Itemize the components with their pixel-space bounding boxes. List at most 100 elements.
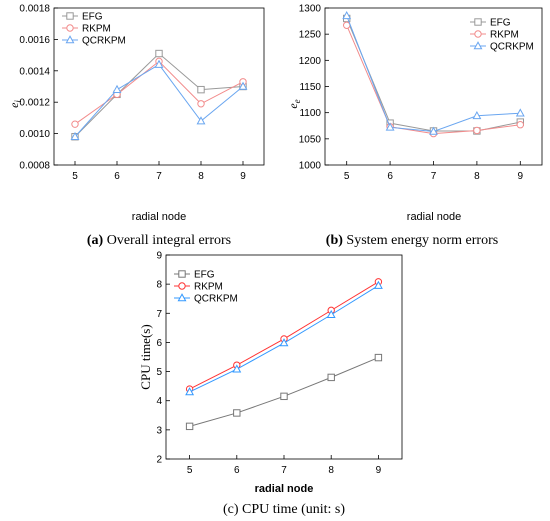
panel-a-series-rkpm-point-0 <box>71 120 79 128</box>
panel-c-x-ticks: 5 6 7 8 9 <box>187 455 382 476</box>
panel-b-y-ticks: 1000 1050 1100 1150 1200 1250 1300 <box>299 4 329 172</box>
panel-c-y-tick-label-1: 3 <box>156 425 162 436</box>
panel-b-y-tick-label-3: 1150 <box>299 82 321 93</box>
panel-b: 1000 1050 1100 1150 1200 1250 1300 5 6 7 8 9 ee ra… <box>286 4 543 248</box>
panel-b-y-tick-label-1: 1050 <box>299 134 322 145</box>
panel-c-series-qcrkpm-point-1 <box>232 364 242 373</box>
panel-a-series-qcrkpm-point-3 <box>196 116 206 125</box>
panel-b-series-qcrkpm-point-1 <box>385 122 395 131</box>
panel-c-legend-efg-label: EFG <box>194 270 215 281</box>
panel-a: 0.0008 0.0010 0.0012 0.0014 0.0016 0.0018 5 6 7… <box>7 4 265 248</box>
panel-a-series-qcrkpm-point-1 <box>112 84 122 93</box>
panel-a-series-qcrkpm-point-2 <box>154 59 164 68</box>
panel-a-legend-qcrkpm-marker <box>65 35 75 44</box>
panel-c-x-tick-label-1: 6 <box>234 465 240 476</box>
panel-b-series-qcrkpm-point-3 <box>472 110 482 120</box>
panel-c-x-axis-label: radial node <box>255 483 314 495</box>
panel-a-y-tick-label-4: 0.0016 <box>19 35 50 46</box>
panel-a-caption: (a) Overall integral errors <box>87 233 231 248</box>
panel-b-x-tick-label-4: 9 <box>518 171 524 182</box>
panel-a-series-qcrkpm-line <box>74 63 244 138</box>
panel-a-legend-rkpm-label: RKPM <box>82 24 111 35</box>
panel-b-y-tick-label-2: 1100 <box>299 108 321 119</box>
panel-c-legend-qcrkpm-marker <box>177 293 187 302</box>
panel-b-y-label-sub: e <box>292 99 302 103</box>
panel-a-y-ticks: 0.0008 0.0010 0.0012 0.0014 0.0016 0.0018 <box>19 4 58 172</box>
panel-c-y-tick-label-7: 9 <box>156 251 162 262</box>
panel-b-y-tick-label-5: 1250 <box>299 30 322 41</box>
panel-a-caption-letter: (a) <box>87 233 104 248</box>
panel-b-x-tick-label-0: 5 <box>344 171 350 182</box>
panel-b-x-ticks: 5 6 7 8 9 <box>344 161 524 182</box>
panel-a-x-tick-label-3: 8 <box>198 171 204 182</box>
panel-b-x-tick-label-1: 6 <box>387 171 393 182</box>
panel-a-y-tick-label-0: 0.0008 <box>19 161 50 172</box>
panel-b-y-tick-label-4: 1200 <box>299 56 322 67</box>
panel-b-legend-qcrkpm-label: QCRKPM <box>490 42 534 53</box>
panel-b-series-rkpm-point-4 <box>516 121 524 129</box>
panel-b-series-qcrkpm-point-2 <box>429 126 438 135</box>
panel-a-legend-qcrkpm-label: QCRKPM <box>82 36 126 47</box>
panel-a-y-tick-label-2: 0.0012 <box>19 98 50 109</box>
panel-b-x-tick-label-3: 8 <box>474 171 480 182</box>
panel-c-y-ticks: 2 3 4 5 6 7 8 9 <box>156 251 170 466</box>
panel-b-marks <box>342 11 525 138</box>
panel-a-y-tick-label-1: 0.0010 <box>19 129 50 140</box>
panel-c-legend-efg-marker <box>178 270 186 278</box>
panel-a-x-tick-label-1: 6 <box>114 171 120 182</box>
panel-a-x-tick-label-4: 9 <box>240 171 246 182</box>
panel-c-y-tick-label-3: 5 <box>156 367 162 378</box>
panel-c-caption: (c) CPU time (unit: s) <box>223 502 345 517</box>
panel-a-legend-rkpm-marker <box>66 24 74 32</box>
panel-c-marks <box>185 278 383 431</box>
panel-a-series-efg-point-3 <box>197 85 205 94</box>
panel-c-legend-rkpm-label: RKPM <box>194 282 223 293</box>
panel-a-legend-efg-marker <box>66 12 74 20</box>
panel-c-series-qcrkpm-point-2 <box>279 338 289 347</box>
panel-a-x-ticks: 5 6 7 8 9 <box>72 161 246 182</box>
panel-a-marks <box>70 49 248 141</box>
panel-a-series-qcrkpm-point-0 <box>70 131 80 141</box>
panel-a-series-efg-point-2 <box>155 49 163 58</box>
panel-b-y-axis-label: ee <box>286 99 302 108</box>
panel-c-legend-qcrkpm-label: QCRKPM <box>194 294 238 305</box>
panel-b-y-tick-label-6: 1300 <box>299 4 322 15</box>
panel-a-x-tick-label-2: 7 <box>156 171 162 182</box>
panel-c-series-efg-point-4 <box>374 353 383 362</box>
panel-a-series-rkpm-line <box>74 60 244 125</box>
panel-c-series-qcrkpm-point-0 <box>185 387 195 396</box>
panel-c-y-axis-label: CPU time(s) <box>138 324 153 389</box>
panel-c: 2 3 4 5 6 7 8 9 5 6 7 8 9 CPU time(s) radial node E… <box>138 251 403 517</box>
panel-b-legend-efg-marker <box>474 18 482 26</box>
panel-b-x-axis-label: radial node <box>407 211 461 223</box>
panel-c-y-tick-label-6: 8 <box>156 280 162 291</box>
panel-a-x-tick-label-0: 5 <box>72 171 78 182</box>
panel-b-legend-qcrkpm-marker <box>473 41 483 50</box>
panel-c-series-efg-point-2 <box>280 392 288 401</box>
panel-b-series-rkpm-point-3 <box>473 126 481 135</box>
panel-b-y-tick-label-0: 1000 <box>299 161 322 172</box>
panel-a-y-label-main: e <box>7 102 21 108</box>
panel-a-y-tick-label-3: 0.0014 <box>19 66 50 77</box>
panel-c-series-qcrkpm-point-3 <box>326 309 336 319</box>
panel-a-legend-efg-label: EFG <box>82 12 103 23</box>
panel-c-series-efg-line <box>189 357 379 427</box>
panel-b-caption: (b) System energy norm errors <box>326 233 498 248</box>
panel-b-legend-efg-label: EFG <box>490 18 511 29</box>
panel-a-series-qcrkpm-point-4 <box>238 81 248 90</box>
panel-c-y-tick-label-4: 6 <box>156 338 162 349</box>
panel-b-x-tick-label-2: 7 <box>431 171 437 182</box>
panel-a-caption-text: Overall integral errors <box>103 233 231 248</box>
panel-c-x-tick-label-3: 8 <box>328 465 334 476</box>
panel-c-y-tick-label-2: 4 <box>156 396 162 407</box>
panel-a-y-label-sub: i <box>13 100 23 103</box>
panel-c-legend-rkpm-marker <box>178 282 186 290</box>
panel-b-series-qcrkpm-point-4 <box>515 108 525 117</box>
panel-a-x-axis-label: radial node <box>132 211 186 223</box>
panel-c-series-qcrkpm-point-4 <box>373 280 383 289</box>
panel-b-legend-rkpm-marker <box>474 30 482 38</box>
